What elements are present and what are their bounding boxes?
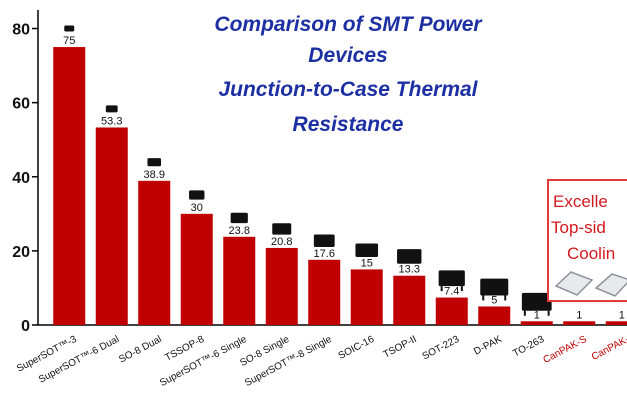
chart-title-line-2: Devices [308, 44, 387, 67]
value-label: 1 [576, 309, 582, 321]
bar [605, 321, 627, 325]
chip-lead [440, 286, 443, 292]
chip-body [64, 25, 75, 32]
chip-lead [460, 286, 463, 292]
category-label: SOT-223 [421, 334, 462, 363]
category-label: CanPAK-S [541, 334, 588, 366]
bar [53, 47, 86, 325]
package-chip-icon [480, 278, 509, 301]
y-tick-label: 0 [21, 318, 30, 335]
bar [223, 236, 256, 325]
bar [95, 127, 128, 325]
chip-body [480, 278, 509, 296]
value-label: 7.4 [444, 286, 459, 298]
package-chip-icon [438, 270, 465, 292]
category-label: TSOP-II [382, 334, 419, 361]
bar [563, 321, 596, 325]
chart-title-line-1: Comparison of SMT Power [214, 13, 483, 36]
bar [265, 247, 298, 325]
chip-body [105, 105, 118, 113]
chip-lead [504, 295, 507, 301]
value-label: 53.3 [101, 115, 122, 127]
value-label: 15 [361, 257, 373, 269]
category-label: SuperSOT™-6 Dual [37, 334, 121, 386]
value-label: 23.8 [229, 225, 250, 237]
y-tick-label: 40 [12, 170, 30, 187]
package-chip-icon [313, 234, 335, 247]
value-label: 17.6 [314, 248, 335, 260]
package-chip-icon [105, 105, 118, 113]
chip-body [147, 158, 162, 167]
chip-lead [547, 310, 550, 316]
canpak-device-icon [554, 271, 627, 297]
chip-body [397, 249, 422, 264]
package-icons [64, 25, 552, 316]
chip-lead [482, 295, 485, 301]
package-chip-icon [189, 190, 205, 200]
category-label: CanPAK- [590, 334, 627, 363]
callout-line-1: Excelle [553, 192, 608, 211]
chip-body [272, 223, 292, 235]
chip-body [438, 270, 465, 287]
value-label: 20.8 [271, 236, 292, 248]
bars [53, 47, 627, 325]
y-tick-label: 20 [12, 244, 30, 261]
y-tick-label: 80 [12, 22, 30, 39]
chart-title: Comparison of SMT Power Devices Junction… [214, 13, 483, 136]
package-chip-icon [521, 292, 552, 316]
callout-box: Excelle Top-sid Coolin [547, 179, 627, 302]
category-label: D-PAK [472, 334, 504, 358]
callout-line-2: Top-sid [551, 218, 606, 237]
chip-body [313, 234, 335, 247]
category-label: SO-8 Dual [117, 334, 163, 366]
package-chip-icon [272, 223, 292, 235]
bar [478, 306, 511, 325]
package-chip-icon [64, 25, 75, 32]
value-label: 75 [63, 35, 75, 47]
chip-body [189, 190, 205, 200]
bar [393, 275, 426, 325]
package-chip-icon [147, 158, 162, 167]
y-tick-label: 60 [12, 96, 30, 113]
package-chip-icon [355, 243, 379, 258]
category-label: SOIC-16 [337, 334, 377, 362]
chip-body [355, 243, 379, 258]
package-chip-icon [397, 249, 422, 264]
y-axis-ticks: 0 20 40 60 80 [12, 22, 38, 335]
value-label: 5 [491, 294, 497, 306]
value-label: 13.3 [399, 264, 420, 276]
chart-title-line-3: Junction-to-Case Thermal [218, 78, 478, 101]
value-label: 1 [534, 309, 540, 321]
chip-body [230, 212, 248, 224]
chart-title-line-4: Resistance [293, 113, 404, 136]
value-label: 38.9 [144, 169, 165, 181]
value-label: 30 [191, 202, 203, 214]
bar [308, 259, 341, 325]
chip-lead [523, 310, 526, 316]
bar [138, 180, 171, 325]
value-label: 1 [619, 309, 625, 321]
chip-body [521, 292, 552, 311]
package-chip-icon [230, 212, 248, 224]
bar [180, 213, 213, 325]
callout-line-3: Coolin [567, 244, 615, 263]
bar [435, 297, 468, 325]
bar [350, 269, 383, 325]
bar [520, 321, 553, 325]
value-labels: 75 53.3 38.9 30 23.8 20.8 17.6 15 13.3 7.4 5 1 1 1 [63, 35, 625, 321]
